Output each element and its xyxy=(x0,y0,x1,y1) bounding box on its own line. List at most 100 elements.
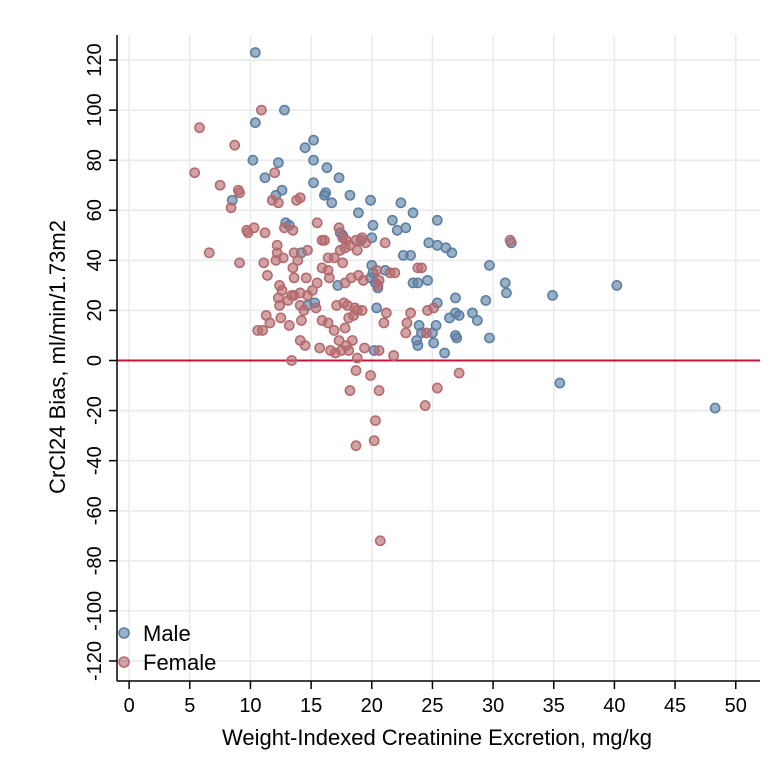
data-point-female xyxy=(431,382,443,394)
data-point-female xyxy=(371,264,383,276)
y-tick-label: 100 xyxy=(84,93,106,126)
data-point-male xyxy=(308,154,319,166)
data-point-male xyxy=(365,194,376,206)
data-point-male xyxy=(407,277,419,289)
data-point-male xyxy=(554,377,566,389)
x-tick-label: 40 xyxy=(603,695,625,717)
data-point-male xyxy=(412,340,424,351)
y-tick-label: -20 xyxy=(84,396,106,425)
data-point-female xyxy=(302,244,313,256)
data-point-female xyxy=(298,305,310,316)
data-point-male xyxy=(386,214,398,226)
data-point-female xyxy=(351,352,363,364)
data-point-female xyxy=(323,272,335,284)
y-tick-label: -40 xyxy=(84,446,106,475)
x-tick-label: 20 xyxy=(361,695,383,717)
x-tick-label: 5 xyxy=(184,695,195,717)
data-point-male xyxy=(709,402,721,414)
data-point-female xyxy=(388,350,400,361)
data-point-male xyxy=(353,207,364,219)
data-point-female xyxy=(350,365,362,376)
y-tick-label: 80 xyxy=(84,149,106,171)
data-point-female xyxy=(277,252,289,264)
y-tick-label: 120 xyxy=(84,43,106,76)
data-point-female xyxy=(287,224,299,236)
data-point-female xyxy=(259,227,271,239)
x-tick-label: 25 xyxy=(421,695,443,717)
data-point-female xyxy=(314,342,326,354)
data-point-female xyxy=(328,325,340,336)
data-point-male xyxy=(247,154,259,166)
axes xyxy=(116,35,760,682)
data-point-female xyxy=(203,247,215,259)
data-point-female xyxy=(368,435,380,447)
data-point-female xyxy=(232,184,244,196)
data-point-female xyxy=(339,322,351,334)
legend-marker-male xyxy=(118,627,130,639)
y-tick-label: -120 xyxy=(84,641,106,681)
data-point-male xyxy=(471,315,483,326)
data-point-male xyxy=(446,247,458,259)
data-point-female xyxy=(255,104,267,116)
data-point-female xyxy=(379,237,391,249)
data-point-male xyxy=(405,249,416,261)
data-point-female xyxy=(344,385,356,396)
data-point-female xyxy=(299,340,311,351)
data-point-female xyxy=(360,237,372,249)
data-point-female xyxy=(356,305,368,316)
data-point-male xyxy=(308,134,319,146)
data-point-female xyxy=(359,342,370,354)
data-point-female xyxy=(288,272,300,284)
data-point-female xyxy=(400,327,412,339)
data-point-male xyxy=(259,172,271,184)
data-point-male xyxy=(484,259,495,271)
data-point-male xyxy=(326,197,338,209)
data-point-female xyxy=(348,310,359,321)
data-point-female xyxy=(311,277,323,289)
data-point-male xyxy=(308,177,319,189)
data-point-male xyxy=(400,222,412,234)
y-tick-label: -80 xyxy=(84,546,106,575)
data-point-male xyxy=(371,302,383,314)
x-tick-label: 35 xyxy=(543,695,565,717)
data-point-male xyxy=(395,197,407,209)
data-point-male xyxy=(450,292,461,304)
data-point-female xyxy=(333,222,345,234)
y-tick-label: 40 xyxy=(84,249,106,271)
data-point-female xyxy=(405,307,416,319)
data-point-male xyxy=(279,104,290,116)
data-point-female xyxy=(272,197,284,209)
data-point-female xyxy=(286,355,298,366)
data-point-female xyxy=(288,290,300,301)
data-point-female xyxy=(372,279,384,291)
data-point-female xyxy=(428,302,440,314)
data-point-female xyxy=(296,315,307,326)
data-point-female xyxy=(234,257,245,269)
y-axis-title: CrCl24 Bias, ml/min/1.73m2 xyxy=(45,220,70,494)
data-points xyxy=(189,47,721,547)
data-point-female xyxy=(325,345,336,356)
data-point-female xyxy=(274,300,285,311)
data-point-female xyxy=(311,217,323,229)
data-point-male xyxy=(367,219,379,231)
data-point-female xyxy=(229,139,241,151)
data-point-female xyxy=(322,317,334,329)
data-point-male xyxy=(451,332,463,344)
data-point-female xyxy=(292,254,304,266)
data-point-female xyxy=(373,345,385,356)
data-point-female xyxy=(380,307,392,319)
data-point-male xyxy=(480,295,492,306)
data-point-female xyxy=(378,317,390,329)
data-point-female xyxy=(374,535,386,547)
data-point-female xyxy=(262,269,273,281)
data-point-female xyxy=(333,335,345,346)
data-point-female xyxy=(257,325,268,336)
data-point-male xyxy=(407,207,419,219)
data-point-male xyxy=(611,279,623,291)
data-point-female xyxy=(343,345,355,356)
data-point-female xyxy=(350,440,362,452)
data-point-female xyxy=(269,167,281,179)
data-point-male xyxy=(453,310,465,321)
data-point-female xyxy=(287,262,299,274)
